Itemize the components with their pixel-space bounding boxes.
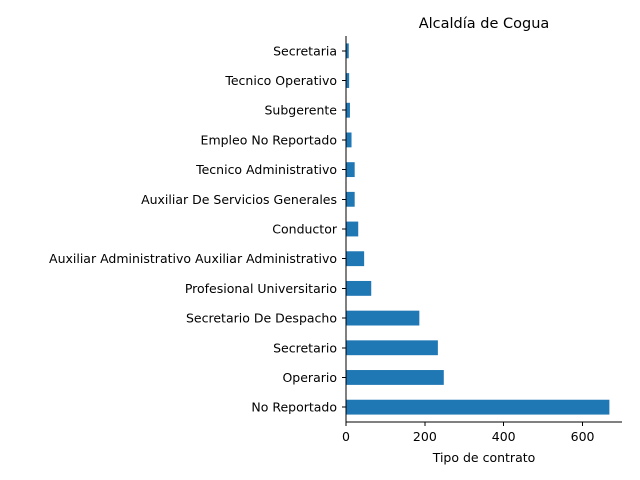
- y-tick-label: Conductor: [272, 222, 338, 237]
- bar: [346, 132, 352, 148]
- bar: [346, 280, 372, 296]
- y-tick-label: Subgerente: [265, 103, 338, 118]
- bar: [346, 221, 359, 237]
- y-tick-label: Empleo No Reportado: [201, 132, 337, 147]
- bar: [346, 310, 420, 326]
- bar: [346, 162, 355, 178]
- y-tick-label: Secretario: [273, 340, 337, 355]
- bar: [346, 370, 444, 385]
- bar: [346, 251, 365, 267]
- bar: [346, 43, 349, 59]
- y-tick-label: Secretario De Despacho: [186, 311, 337, 326]
- bar: [346, 102, 350, 118]
- y-tick-label: Tecnico Operativo: [224, 73, 337, 88]
- y-tick-label: Secretaria: [273, 43, 337, 58]
- bars-layer: [346, 43, 610, 415]
- x-axis-ticks: 0 200 400 600: [342, 422, 595, 444]
- x-tick-label: 600: [571, 429, 595, 444]
- chart-title: Alcaldía de Cogua: [419, 16, 550, 32]
- y-tick-label: Operario: [282, 370, 337, 385]
- y-axis-ticks: No Reportado Operario Secretario Secretario…: [49, 43, 346, 415]
- x-tick-label: 200: [413, 429, 437, 444]
- bar: [346, 340, 438, 356]
- bar: [346, 191, 355, 207]
- y-tick-label: No Reportado: [251, 400, 337, 415]
- y-tick-label: Auxiliar De Servicios Generales: [141, 192, 337, 207]
- y-tick-label: Auxiliar Administrativo Auxiliar Adminis…: [49, 251, 337, 266]
- x-tick-label: 0: [342, 429, 350, 444]
- x-axis-label: Tipo de contrato: [432, 450, 536, 465]
- y-tick-label: Profesional Universitario: [185, 281, 337, 296]
- y-tick-label: Tecnico Administrativo: [195, 162, 337, 177]
- bar: [346, 73, 350, 88]
- bar: [346, 399, 610, 415]
- x-tick-label: 400: [492, 429, 516, 444]
